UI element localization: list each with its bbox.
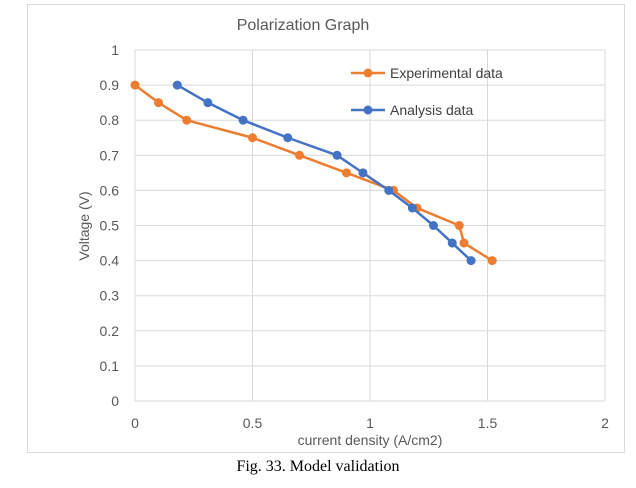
legend-item-experimental: Experimental data <box>351 65 503 81</box>
figure-caption: Fig. 33. Model validation <box>236 458 400 475</box>
y-tick-label: 0.2 <box>100 323 120 339</box>
x-tick-label: 1 <box>366 415 374 431</box>
legend-marker-experimental <box>363 68 373 78</box>
y-tick-label: 0.6 <box>100 182 120 198</box>
data-point-analysis <box>407 203 417 213</box>
legend-label-experimental: Experimental data <box>390 65 503 81</box>
data-point-analysis <box>332 150 342 160</box>
data-point-analysis <box>428 221 438 230</box>
data-point-analysis <box>172 80 182 90</box>
legend: Experimental data Analysis data <box>351 65 503 118</box>
data-point-analysis <box>466 256 476 266</box>
data-point-experimental <box>130 80 140 90</box>
data-point-analysis <box>283 133 293 143</box>
y-tick-label: 0 <box>111 393 119 409</box>
x-tick-label: 2 <box>601 415 609 431</box>
x-tick-label: 0 <box>131 415 139 431</box>
data-point-analysis <box>358 168 368 178</box>
data-point-analysis <box>384 185 394 195</box>
data-point-experimental <box>459 238 469 248</box>
y-tick-label: 0.1 <box>100 358 120 374</box>
data-point-experimental <box>154 98 163 108</box>
data-point-analysis <box>203 98 213 108</box>
legend-marker-analysis <box>363 105 373 115</box>
y-tick-label: 0.3 <box>100 288 120 304</box>
y-tick-label: 0.9 <box>100 77 120 93</box>
data-point-experimental <box>454 221 464 230</box>
y-tick-label: 0.7 <box>100 147 120 163</box>
data-point-experimental <box>248 133 257 143</box>
y-axis-label: Voltage (V) <box>76 191 92 260</box>
series-lines <box>130 80 497 266</box>
legend-item-analysis: Analysis data <box>351 102 473 118</box>
legend-label-analysis: Analysis data <box>390 102 473 118</box>
data-point-experimental <box>487 256 497 266</box>
x-tick-label: 1.5 <box>478 415 498 431</box>
data-point-experimental <box>342 168 351 178</box>
data-point-experimental <box>295 150 304 160</box>
x-tick-labels: 0 0.5 1 1.5 2 <box>131 415 609 431</box>
chart-title: Polarization Graph <box>237 17 370 34</box>
y-tick-labels: 0 0.1 0.2 0.3 0.4 0.5 0.6 0.7 0.8 0.9 1 <box>100 42 120 409</box>
data-point-experimental <box>182 115 192 125</box>
x-axis-label: current density (A/cm2) <box>298 432 443 448</box>
y-tick-label: 0.8 <box>100 112 120 128</box>
y-tick-label: 0.5 <box>100 218 120 234</box>
x-tick-label: 0.5 <box>243 415 263 431</box>
chart-area <box>27 4 625 453</box>
y-tick-label: 1 <box>111 42 119 58</box>
data-point-analysis <box>238 115 248 125</box>
data-point-analysis <box>447 238 457 248</box>
y-tick-label: 0.4 <box>100 253 120 269</box>
